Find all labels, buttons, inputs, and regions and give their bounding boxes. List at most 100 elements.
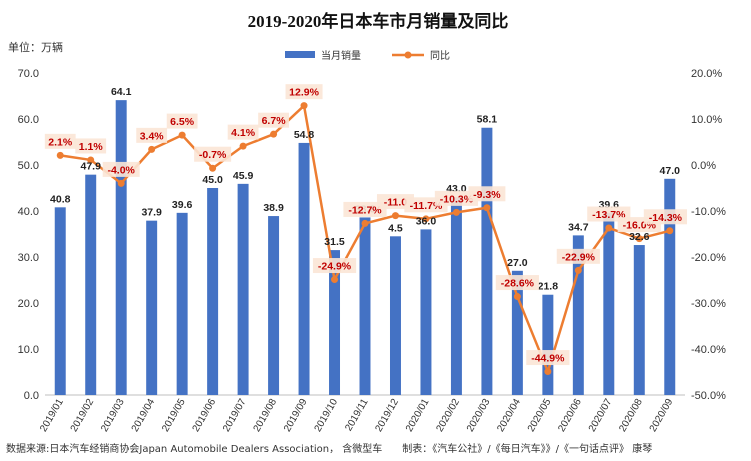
x-tick-label: 2019/10 — [313, 397, 341, 434]
y-left-tick-label: 50.0 — [18, 160, 39, 172]
y-left-tick-label: 0.0 — [24, 390, 39, 402]
bar-value-label: 47.9 — [80, 161, 101, 173]
yoy-point — [117, 179, 125, 187]
yoy-label-box — [643, 209, 687, 225]
x-tick-label: 2020/03 — [465, 397, 493, 434]
yoy-label-box — [312, 258, 357, 274]
bar-value-label: 58.1 — [477, 114, 498, 126]
yoy-value-label: -4.0% — [107, 164, 135, 176]
bar — [237, 183, 249, 395]
x-tick-label: 2019/05 — [160, 397, 188, 434]
bar-value-label: 34.7 — [568, 221, 589, 233]
x-tick-label: 2020/06 — [556, 397, 584, 434]
yoy-point — [666, 227, 674, 235]
bar — [85, 174, 97, 395]
y-right-tick-label: -50.0% — [691, 390, 726, 402]
bar-value-label: 27.0 — [507, 257, 528, 269]
x-tick-label: 2020/08 — [617, 397, 645, 434]
yoy-label-box — [468, 186, 506, 202]
bar — [329, 250, 341, 395]
footer-source: 数据来源:日本汽车经销商协会Japan Automobile Dealers A… — [6, 442, 652, 455]
yoy-label-box — [194, 146, 232, 162]
unit-label: 单位：万辆 — [8, 40, 63, 54]
yoy-point — [391, 212, 399, 220]
bar — [450, 197, 462, 395]
yoy-point — [513, 293, 521, 301]
chart-title: 2019-2020年日本车市月销量及同比 — [248, 11, 509, 31]
x-tick-label: 2020/01 — [404, 397, 432, 434]
x-tick-label: 2019/06 — [191, 397, 219, 434]
yoy-label-box — [526, 350, 570, 366]
yoy-value-label: 4.1% — [231, 127, 256, 139]
yoy-value-label: 6.5% — [170, 116, 195, 128]
x-tick-label: 2019/09 — [282, 397, 310, 434]
yoy-point — [635, 235, 643, 243]
yoy-value-label: -22.9% — [562, 251, 596, 263]
yoy-label-box — [136, 127, 168, 143]
yoy-label-box — [44, 133, 76, 149]
y-right-tick-label: -40.0% — [691, 344, 726, 356]
bar-value-label: 21.8 — [538, 281, 559, 293]
bar-value-label: 45.9 — [233, 170, 254, 182]
y-left-tick-label: 30.0 — [18, 252, 39, 264]
yoy-point — [178, 131, 186, 139]
bar — [481, 127, 493, 396]
bar — [146, 220, 158, 395]
yoy-label-box — [75, 138, 107, 154]
yoy-point — [361, 219, 369, 227]
bar — [511, 270, 523, 395]
yoy-label-box — [434, 190, 479, 206]
bar-value-label: 64.1 — [111, 86, 132, 98]
y-left-tick-label: 60.0 — [18, 114, 39, 126]
bar — [207, 188, 219, 395]
x-tick-label: 2020/07 — [587, 397, 615, 434]
yoy-label-box — [166, 113, 198, 129]
bar-value-label: 36.0 — [416, 215, 437, 227]
bar — [603, 212, 615, 395]
bar-value-label: 38.9 — [263, 202, 284, 214]
bar — [268, 216, 280, 395]
x-tick-label: 2020/04 — [495, 397, 523, 434]
yoy-value-label: -44.9% — [531, 353, 565, 365]
yoy-value-label: -13.7% — [592, 209, 626, 221]
y-right-tick-label: -10.0% — [691, 206, 726, 218]
yoy-point — [331, 276, 339, 284]
yoy-value-label: 2.1% — [48, 136, 73, 148]
yoy-value-label: -11.7% — [410, 200, 443, 212]
y-left-tick-label: 10.0 — [18, 344, 39, 356]
bar — [298, 142, 310, 395]
bar — [54, 207, 66, 395]
legend: 当月销量 同比 — [285, 49, 450, 62]
bar-value-label: 37.9 — [141, 207, 162, 219]
yoy-point — [300, 102, 308, 110]
y-right-tick-label: 0.0% — [691, 160, 716, 172]
yoy-value-label: -14.3% — [649, 212, 683, 224]
bar-value-label: 39.6 — [172, 199, 193, 211]
y-right-tick-label: 20.0% — [691, 68, 722, 80]
y-right-tick-label: -30.0% — [691, 298, 726, 310]
yoy-point — [483, 204, 491, 212]
yoy-point — [148, 145, 156, 153]
bar — [572, 235, 584, 395]
bar-value-label: 40.8 — [50, 193, 71, 205]
x-tick-label: 2019/01 — [38, 397, 66, 434]
y-right-tick-label: -20.0% — [691, 252, 726, 264]
yoy-label-box — [556, 248, 600, 264]
legend-line-marker — [404, 51, 412, 59]
legend-bar-label: 当月销量 — [321, 49, 361, 62]
yoy-value-label: -0.7% — [199, 149, 227, 161]
legend-line-label: 同比 — [430, 50, 450, 62]
yoy-point — [209, 164, 217, 172]
x-tick-label: 2019/04 — [130, 397, 158, 434]
x-tick-label: 2019/07 — [221, 397, 249, 434]
y-left-tick-label: 20.0 — [18, 298, 39, 310]
yoy-label-box — [227, 124, 259, 140]
bar — [359, 217, 371, 395]
yoy-value-label: -12.7% — [348, 204, 382, 216]
bar — [115, 100, 127, 395]
yoy-value-label: 1.1% — [79, 141, 104, 153]
bar — [420, 229, 432, 395]
yoy-label-box — [343, 201, 387, 217]
legend-bar-swatch — [285, 51, 315, 58]
